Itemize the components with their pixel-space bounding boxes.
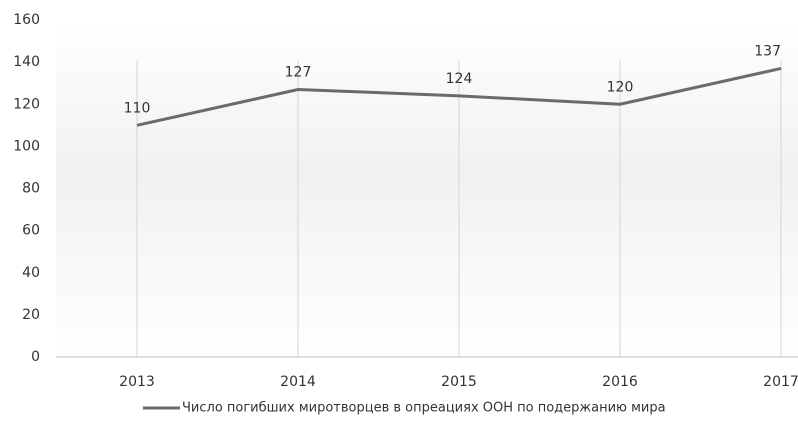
x-tick-label: 2017 (763, 374, 798, 390)
x-tick-label: 2014 (280, 374, 316, 390)
y-tick-label: 20 (22, 307, 40, 323)
line-series (136, 66, 782, 127)
plot-background (56, 20, 798, 357)
y-tick-label: 60 (22, 223, 40, 239)
data-label: 127 (285, 65, 312, 81)
y-tick-label: 40 (22, 265, 40, 281)
x-tick-label: 2013 (119, 374, 155, 390)
y-tick-label: 0 (31, 349, 40, 365)
x-tick-label: 2016 (602, 374, 638, 390)
data-label: 120 (607, 79, 634, 95)
legend-label: Число погибших миротворцев в опреациях О… (182, 401, 666, 416)
x-tick-label: 2015 (441, 374, 477, 390)
data-label: 124 (446, 71, 473, 87)
data-label: 110 (124, 100, 151, 116)
y-tick-label: 160 (13, 12, 40, 28)
y-tick-label: 80 (22, 181, 40, 197)
y-tick-label: 120 (13, 96, 40, 112)
y-tick-label: 140 (13, 54, 40, 70)
data-label: 137 (754, 43, 781, 59)
y-tick-label: 100 (13, 138, 40, 154)
